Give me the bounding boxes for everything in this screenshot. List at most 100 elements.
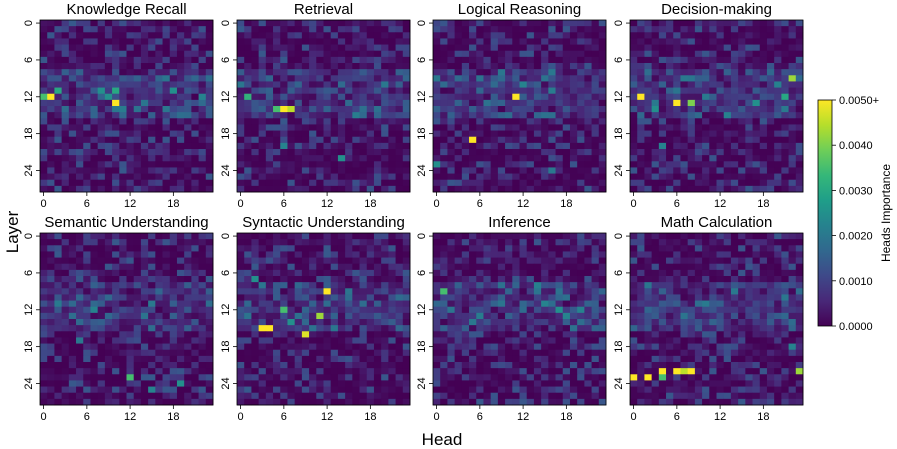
heatmap-cell (519, 142, 528, 150)
heatmap-cell (497, 349, 506, 357)
heatmap-cell (373, 398, 382, 406)
heatmap-cell (133, 56, 142, 64)
heatmap-cell (598, 276, 607, 283)
heatmap-cell (395, 99, 404, 107)
heatmap-cell (730, 118, 739, 125)
heatmap-cell (133, 337, 142, 344)
heatmap-cell (184, 124, 192, 131)
heatmap-cell (694, 106, 703, 113)
heatmap-cell (637, 142, 645, 150)
heatmap-cell (104, 75, 113, 82)
heatmap-cell (148, 263, 156, 271)
heatmap-cell (687, 87, 696, 95)
heatmap-cell (316, 118, 324, 125)
heatmap-cell (666, 124, 674, 131)
heatmap-cell (40, 325, 48, 332)
heatmap-cell (47, 106, 55, 113)
heatmap-cell (237, 325, 245, 332)
heatmap-cell (68, 20, 77, 27)
heatmap-cell (519, 179, 528, 187)
heatmap-cell (337, 294, 346, 301)
heatmap-cell (366, 282, 375, 289)
heatmap-cell (433, 112, 441, 119)
heatmap-cell (61, 343, 70, 351)
heatmap-cell (191, 87, 199, 95)
heatmap-cell (752, 173, 761, 181)
heatmap-cell (709, 233, 717, 240)
y-tick-label: 12 (220, 304, 232, 316)
heatmap-cell (76, 392, 84, 400)
heatmap-cell (505, 20, 513, 27)
heatmap-cell (702, 136, 710, 144)
heatmap-cell (555, 118, 564, 125)
heatmap-cell (658, 106, 667, 113)
heatmap-cell (162, 155, 171, 162)
heatmap-cell (745, 251, 753, 258)
heatmap-cell (598, 155, 607, 162)
heatmap-cell (577, 294, 585, 301)
heatmap-cell (483, 142, 492, 150)
heatmap-cell (433, 312, 441, 320)
heatmap-cell (461, 87, 470, 95)
heatmap-cell (512, 112, 520, 119)
heatmap-cell (301, 20, 310, 27)
heatmap-cell (345, 263, 353, 271)
heatmap-cell (76, 63, 84, 70)
heatmap-cell (323, 294, 332, 301)
heatmap-cell (519, 99, 528, 107)
heatmap-cell (191, 245, 199, 252)
heatmap-cell (454, 130, 463, 138)
heatmap-cell (244, 325, 252, 332)
heatmap-cell (637, 93, 645, 101)
heatmap-cell (454, 38, 463, 45)
heatmap-cell (90, 112, 99, 119)
heatmap-cell (205, 282, 214, 289)
heatmap-cell (237, 99, 245, 107)
heatmap-cell (709, 155, 717, 162)
heatmap-cell (373, 20, 382, 27)
heatmap-cell (280, 130, 288, 138)
heatmap-cell (323, 93, 332, 101)
heatmap-cell (148, 257, 156, 265)
heatmap-cell (76, 386, 84, 394)
y-tick-label: 12 (23, 304, 35, 316)
heatmap-cell (359, 392, 368, 400)
heatmap-cell (133, 106, 142, 113)
heatmap-cell (47, 392, 55, 400)
heatmap-cell (569, 124, 578, 131)
heatmap-cell (505, 167, 513, 174)
heatmap-cell (555, 173, 564, 181)
heatmap-cell (198, 380, 207, 387)
heatmap-cell (76, 136, 84, 144)
heatmap-cell (191, 155, 199, 162)
heatmap-cell (301, 50, 310, 58)
heatmap-cell (388, 319, 396, 326)
heatmap-cell (709, 63, 717, 70)
heatmap-cell (133, 142, 142, 150)
heatmap-cell (198, 26, 207, 33)
heatmap-cell (666, 185, 674, 193)
heatmap-cell (47, 269, 55, 277)
heatmap-cell (598, 118, 607, 125)
heatmap-cell (176, 173, 185, 181)
heatmap-cell (97, 239, 106, 246)
heatmap-cell (738, 63, 746, 70)
heatmap-cell (309, 276, 317, 283)
heatmap-cell (258, 38, 267, 45)
heatmap-cell (280, 112, 288, 119)
heatmap-cell (316, 38, 324, 45)
heatmap-cell (205, 124, 214, 131)
heatmap-cell (541, 269, 549, 277)
heatmap-cell (140, 306, 149, 314)
heatmap-cell (562, 149, 571, 156)
heatmap-cell (759, 26, 768, 33)
heatmap-cell (555, 93, 564, 101)
heatmap-cell (716, 130, 725, 138)
heatmap-cell (54, 282, 63, 289)
heatmap-cell (287, 239, 296, 246)
heatmap-cell (512, 362, 520, 369)
heatmap-cell (352, 337, 360, 344)
heatmap-cell (730, 69, 739, 76)
x-tick-label: 6 (84, 411, 90, 423)
heatmap-cell (83, 239, 91, 246)
